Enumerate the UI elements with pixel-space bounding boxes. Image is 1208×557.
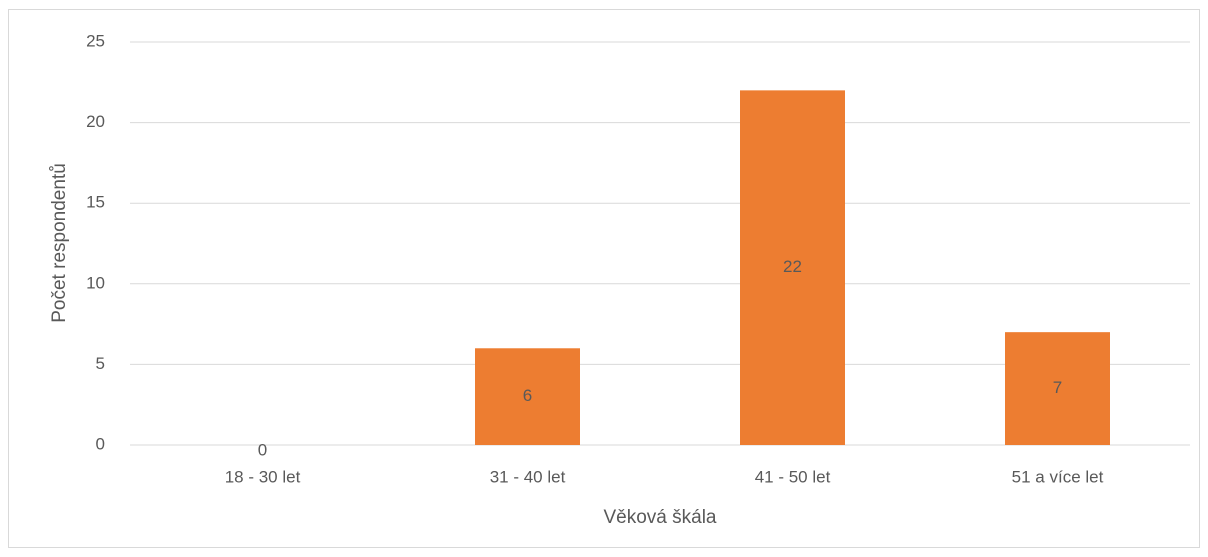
- y-tick-label: 20: [86, 112, 105, 131]
- x-tick-label: 31 - 40 let: [490, 467, 566, 486]
- y-tick-label: 0: [96, 434, 105, 453]
- bar: [740, 90, 845, 446]
- y-tick-label: 10: [86, 273, 105, 292]
- y-tick-label: 15: [86, 193, 105, 212]
- x-tick-label: 18 - 30 let: [225, 467, 301, 486]
- y-axis-title: Počet respondentů: [49, 163, 70, 323]
- bar: [1005, 332, 1110, 445]
- y-tick-label: 25: [86, 31, 105, 50]
- chart-frame: [8, 9, 1200, 548]
- data-label: 6: [523, 386, 532, 405]
- data-label: 22: [783, 257, 802, 276]
- y-tick-label: 5: [96, 354, 105, 373]
- x-tick-label: 41 - 50 let: [755, 467, 831, 486]
- x-tick-label: 51 a více let: [1012, 467, 1104, 486]
- data-label: 7: [1053, 378, 1062, 397]
- x-axis-title: Věková škála: [603, 507, 716, 528]
- data-label: 0: [258, 440, 267, 459]
- bar: [475, 348, 580, 445]
